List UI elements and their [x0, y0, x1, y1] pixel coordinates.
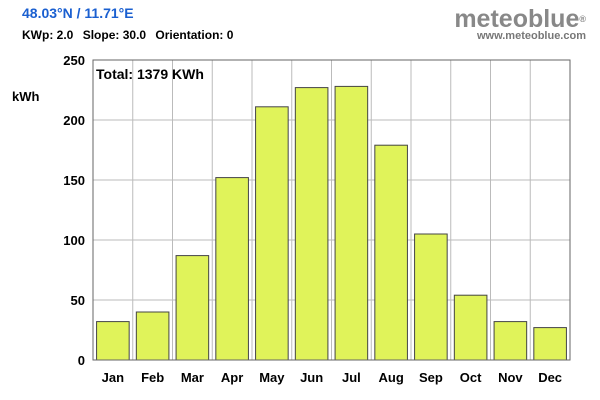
- x-tick-label: Apr: [221, 370, 243, 385]
- meteoblue-logo[interactable]: meteoblue® www.meteoblue.com: [454, 6, 586, 42]
- bar-apr: [215, 177, 249, 361]
- x-tick-label: Mar: [181, 370, 204, 385]
- slope-label: Slope:: [82, 28, 120, 42]
- orientation-label: Orientation:: [155, 28, 224, 42]
- bar-may: [255, 106, 289, 361]
- bar-jul: [334, 85, 369, 361]
- kwp-label: KWp:: [22, 28, 54, 42]
- x-tick-label: Sep: [419, 370, 443, 385]
- bar-jan: [96, 321, 130, 361]
- x-tick-label: Aug: [378, 370, 403, 385]
- x-tick-label: Oct: [460, 370, 482, 385]
- y-tick-label: 150: [63, 173, 85, 188]
- y-tick-label: 0: [78, 353, 85, 368]
- bar-dec: [533, 327, 567, 361]
- y-tick-label: 200: [63, 113, 85, 128]
- y-tick-label: 50: [71, 293, 85, 308]
- logo-url[interactable]: www.meteoblue.com: [476, 30, 586, 42]
- plot-frame: [92, 59, 571, 361]
- axes: 0 50 100 150 200 250 Jan Feb Mar Apr May Jun Jul Aug S…: [63, 53, 571, 385]
- location-coordinates: 48.03°N / 11.71°E: [22, 5, 134, 21]
- x-tick-label: Dec: [538, 370, 562, 385]
- x-tick-label: May: [259, 370, 285, 385]
- x-tick-label: Jun: [300, 370, 323, 385]
- slope-value: 30.0: [122, 28, 147, 42]
- bar-nov: [493, 321, 528, 361]
- bar-jun: [294, 87, 329, 361]
- y-tick-label: 100: [63, 233, 85, 248]
- y-axis-label: kWh: [12, 89, 40, 104]
- total-annotation: Total: 1379 KWh: [96, 66, 204, 82]
- x-tick-label: Nov: [498, 370, 523, 385]
- kwp-value: 2.0: [56, 28, 74, 42]
- grid-lines: [93, 59, 570, 360]
- y-tick-label: 250: [63, 53, 85, 68]
- logo-registered-mark: ®: [579, 14, 586, 24]
- bars: [96, 85, 567, 361]
- x-tick-label: Jan: [102, 370, 124, 385]
- x-tick-label: Feb: [141, 370, 164, 385]
- bar-mar: [175, 255, 210, 361]
- logo-name: meteoblue: [454, 5, 580, 33]
- bar-feb: [135, 311, 170, 361]
- orientation-value: 0: [226, 28, 234, 42]
- bar-aug: [374, 144, 408, 361]
- bar-oct: [453, 294, 488, 361]
- pv-parameters: KWp: 2.0 Slope: 30.0 Orientation: 0: [22, 28, 239, 42]
- bar-sep: [414, 233, 448, 361]
- x-tick-label: Jul: [342, 370, 361, 385]
